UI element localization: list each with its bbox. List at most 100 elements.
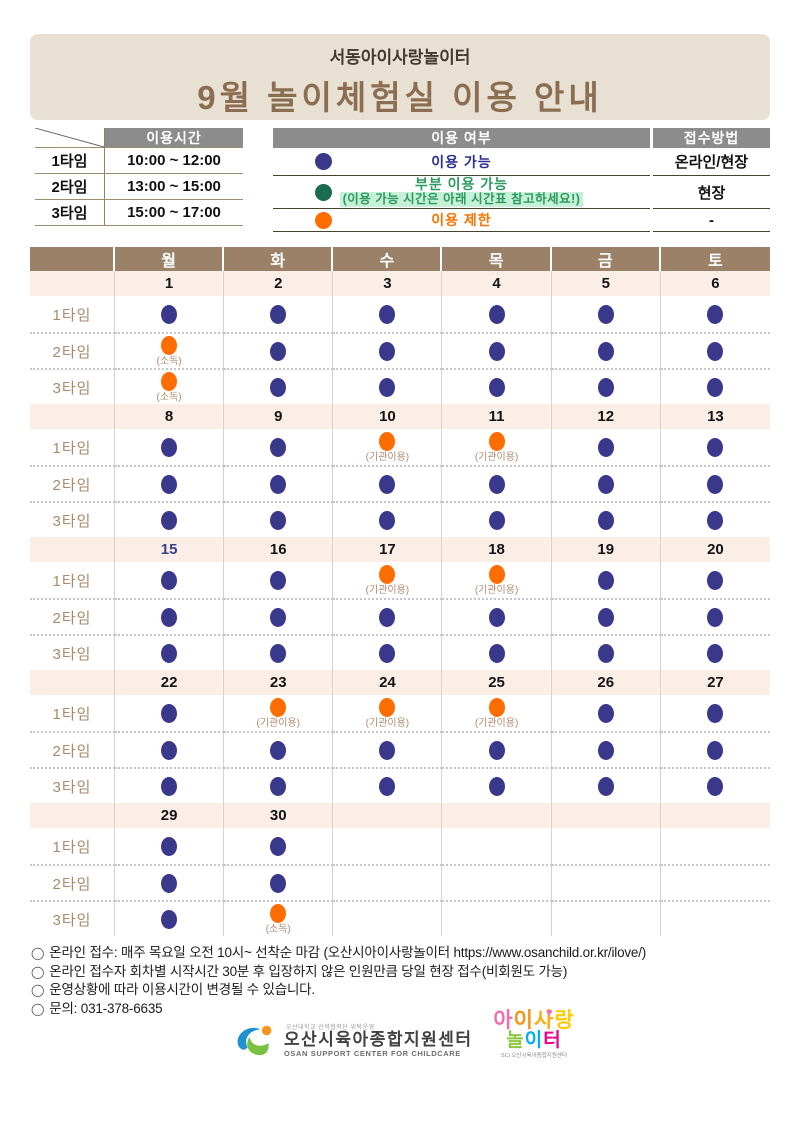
calendar-cell: [660, 368, 770, 404]
status-dot-wrap: [270, 377, 287, 397]
time-row-label: 1타임: [30, 828, 115, 864]
status-dot-wrap: [488, 510, 505, 530]
status-dot-wrap: [379, 474, 396, 494]
calendar-cell: [115, 900, 225, 936]
status-dot-wrap: [597, 776, 614, 796]
calendar-cell: (소독): [115, 368, 225, 404]
day-header: 화: [224, 247, 334, 271]
calendar-cell: [660, 900, 770, 936]
orange-dot-icon: [488, 564, 505, 584]
status-dot-wrap: [270, 607, 287, 627]
calendar-cell: [333, 332, 443, 368]
blue-dot-icon: [379, 341, 396, 361]
time-row-label: 3타임: [30, 900, 115, 936]
calendar-cell: [442, 900, 552, 936]
calendar-cell: [551, 501, 661, 537]
green-dot-icon: [315, 183, 332, 201]
blue-dot-icon: [707, 377, 724, 397]
time-slot-label: 1타임: [35, 148, 105, 174]
calendar-cell: [224, 864, 334, 900]
calendar-cell: [551, 465, 661, 501]
logo-char: 이: [524, 1030, 544, 1051]
osan-center-logo: 오산대학교 산학협력단 위탁운영 오산시육아종합지원센터 OSAN SUPPOR…: [232, 1022, 473, 1058]
status-dot-wrap: [161, 474, 178, 494]
blue-dot-icon: [488, 643, 505, 663]
status-dot-wrap: [707, 607, 724, 627]
blue-dot-icon: [707, 776, 724, 796]
calendar-cell: [115, 562, 225, 598]
blue-dot-icon: [161, 510, 178, 530]
calendar-cell: [224, 731, 334, 767]
calendar-cell: [660, 465, 770, 501]
status-dot-wrap: [270, 740, 287, 760]
status-dot-wrap: (소독): [265, 903, 291, 935]
legend-row-available: 이용 가능: [273, 148, 650, 176]
calendar-cell: [224, 767, 334, 803]
legend-label-restricted: 이용 제한: [431, 212, 492, 228]
blue-dot-icon: [488, 607, 505, 627]
status-dot-wrap: [161, 510, 178, 530]
status-dot-wrap: [270, 570, 287, 590]
status-dot-wrap: [597, 377, 614, 397]
status-dot-wrap: [270, 643, 287, 663]
note-line: ◯ 운영상황에 따라 이용시간이 변경될 수 있습니다.: [31, 982, 315, 997]
date-cell: [551, 803, 661, 828]
status-dot-wrap: (기관이용): [256, 697, 300, 729]
orange-dot-icon: [488, 697, 505, 717]
day-header: 토: [660, 247, 770, 271]
blue-dot-icon: [270, 570, 287, 590]
dot-note: (기관이용): [256, 717, 300, 729]
date-cell: 20: [660, 537, 770, 562]
date-cell: 2: [224, 271, 334, 296]
date-cell: [660, 803, 770, 828]
calendar-cell: [442, 634, 552, 670]
time-row-label: 1타임: [30, 695, 115, 731]
dot-note: (소독): [156, 391, 182, 403]
calendar-cell: [660, 598, 770, 634]
blue-dot-icon: [270, 873, 287, 893]
calendar-cell: [552, 429, 661, 465]
calendar-cell: [115, 767, 225, 803]
date-cell: 19: [551, 537, 661, 562]
blue-dot-icon: [161, 740, 178, 760]
blue-dot-icon: [270, 740, 287, 760]
status-dot-wrap: [379, 341, 396, 361]
calendar-cell: [333, 368, 443, 404]
note-line: ◯ 온라인 접수: 매주 목요일 오전 10시~ 선착순 마감 (오산시아이사랑놀…: [31, 945, 647, 960]
date-cell: 11: [442, 404, 552, 429]
blue-dot-icon: [379, 643, 396, 663]
calendar-cell: [442, 332, 552, 368]
calendar-cell: [115, 695, 225, 731]
calendar-cell: [551, 900, 661, 936]
blue-dot-icon: [597, 437, 614, 457]
date-cell: 3: [333, 271, 443, 296]
blue-dot-icon: [161, 437, 178, 457]
calendar-cell: [224, 368, 334, 404]
calendar-cell: [551, 634, 661, 670]
calendar-cell: [115, 864, 225, 900]
orange-dot-icon: [488, 431, 505, 451]
calendar-cell: [551, 598, 661, 634]
calendar-cell: (소독): [115, 332, 225, 368]
status-dot-wrap: (소독): [157, 335, 182, 367]
blue-dot-icon: [597, 474, 614, 494]
blue-dot-icon: [379, 377, 396, 397]
status-dot-wrap: [597, 703, 614, 723]
legend-note-partial: (이용 가능 시간은 아래 시간표 참고하세요!): [339, 192, 584, 207]
circle-bullet-icon: ◯: [31, 964, 45, 979]
calendar-cell: (기관이용): [442, 695, 552, 731]
date-cell: 8: [115, 404, 225, 429]
calendar-cell: [115, 429, 225, 465]
legend-label-available: 이용 가능: [431, 153, 492, 170]
status-dot-wrap: [597, 474, 614, 494]
date-cell: 15: [115, 537, 225, 562]
blue-dot-icon: [270, 304, 287, 324]
calendar-cell: [333, 767, 443, 803]
status-dot-wrap: [270, 510, 287, 530]
time-row-label: 2타임: [30, 332, 115, 368]
dot-note: (소독): [265, 923, 291, 935]
logo-char: 터: [543, 1030, 562, 1051]
calendar-cell: [333, 731, 443, 767]
calendar-cell: [660, 332, 770, 368]
